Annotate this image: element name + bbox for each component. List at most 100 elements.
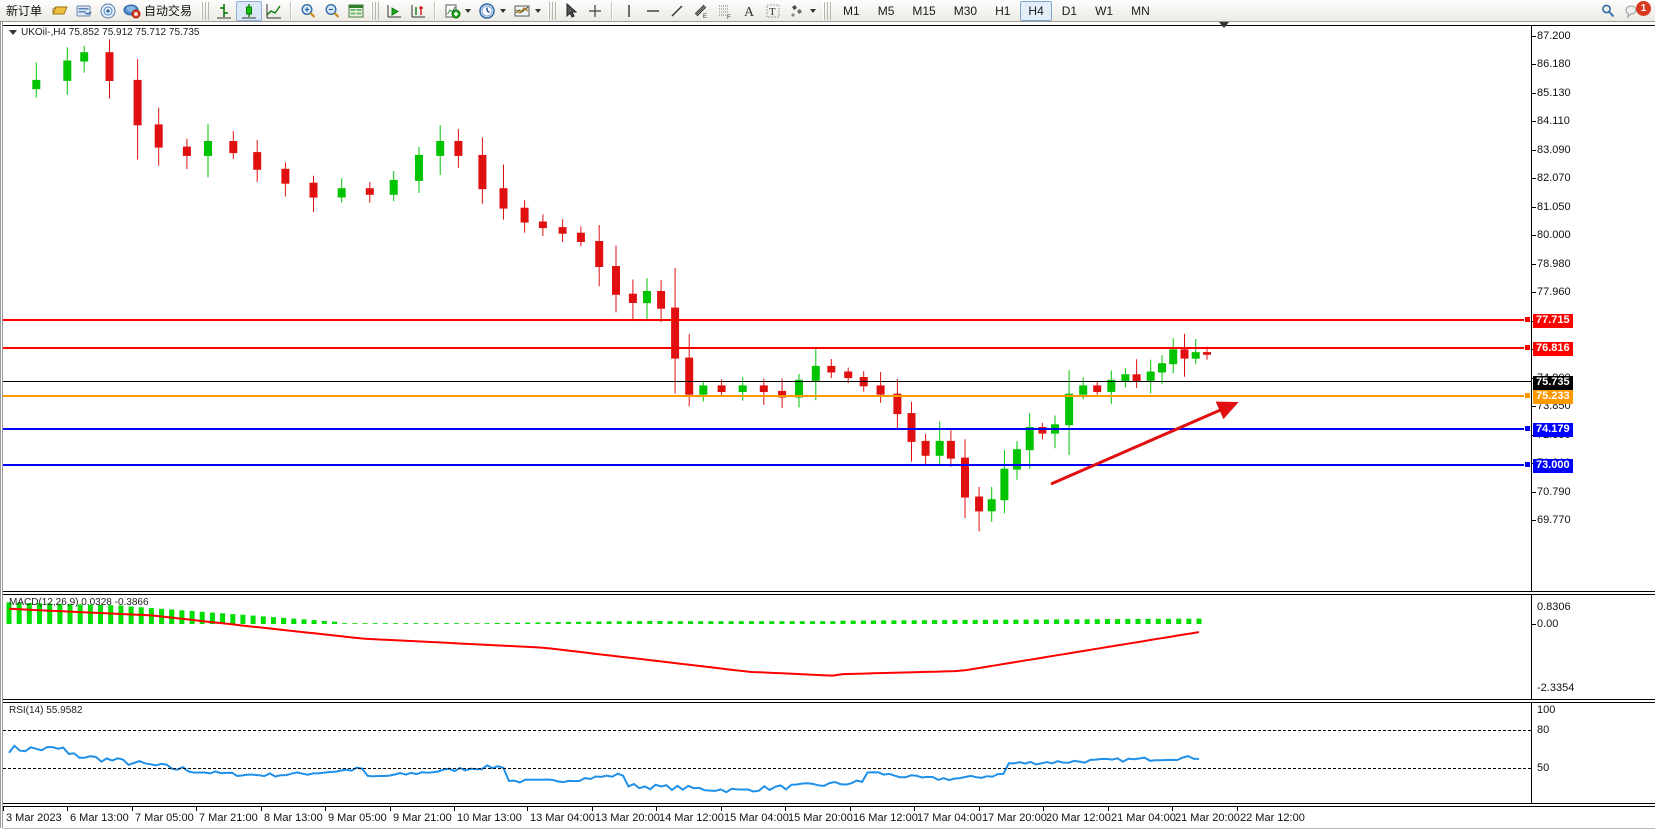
toolbar-grip-2[interactable] [371, 1, 380, 20]
level-tag-resistance-1[interactable]: 76.816 [1533, 342, 1573, 356]
cursor-icon[interactable] [559, 1, 583, 21]
period-dropdown-caret[interactable] [500, 8, 507, 13]
macd-pane[interactable]: MACD(12,26,9) 0.0328 -0.3866 0.8306 0.00… [3, 594, 1655, 700]
level-handle-support-1[interactable] [1524, 425, 1531, 432]
timeframe-mn[interactable]: MN [1131, 3, 1150, 18]
macd-series [6, 602, 1202, 677]
level-line-support-1[interactable] [3, 428, 1531, 430]
level-line-resistance-1[interactable] [3, 347, 1531, 349]
svg-text:F: F [727, 15, 731, 20]
level-handle-resistance-1[interactable] [1524, 344, 1531, 351]
price-tick: 83.090 [1537, 144, 1571, 156]
auto-scroll-icon[interactable] [382, 1, 406, 21]
price-plot[interactable] [3, 26, 1531, 591]
candlestick-icon[interactable] [236, 0, 263, 21]
time-tick: 21 Mar 04:00 [1111, 812, 1176, 824]
period-icon[interactable] [475, 1, 499, 21]
time-tick: 22 Mar 12:00 [1240, 812, 1305, 824]
timeframe-m30[interactable]: M30 [953, 3, 978, 18]
price-tick: 84.110 [1537, 115, 1570, 127]
rsi-plot[interactable] [3, 703, 1531, 803]
price-tick: 86.180 [1537, 58, 1571, 70]
timeframe-m5[interactable]: M5 [877, 3, 895, 18]
macd-axis-line [1531, 595, 1532, 699]
level-line-support-2[interactable] [3, 464, 1531, 466]
add-indicator-icon[interactable] [440, 1, 464, 21]
search-icon[interactable] [1596, 1, 1620, 21]
level-handle-entry[interactable] [1524, 392, 1531, 399]
price-tick: 82.070 [1537, 172, 1571, 184]
text-icon[interactable]: A [737, 1, 761, 21]
alerts-icon[interactable]: 1 [1620, 0, 1651, 21]
navigator-icon[interactable] [96, 1, 120, 21]
timeframe-m15[interactable]: M15 [912, 3, 936, 18]
templates-icon[interactable] [510, 1, 534, 21]
equidistant-channel-icon[interactable]: E [689, 1, 713, 21]
timeframe-d1[interactable]: D1 [1061, 3, 1078, 18]
toolbar-grip-4[interactable] [823, 1, 832, 20]
time-tick: 6 Mar 13:00 [70, 812, 129, 824]
chart-area[interactable]: UKOil-,H4 75.852 75.912 75.712 75.735 87… [0, 22, 1655, 829]
rsi-pane[interactable]: RSI(14) 55.9582 100 80 50 [3, 702, 1655, 804]
trendline-icon[interactable] [665, 1, 689, 21]
macd-label: MACD(12,26,9) 0.0328 -0.3866 [9, 597, 149, 608]
svg-text:E: E [703, 14, 707, 20]
timeframe-h4[interactable]: H4 [1020, 0, 1052, 21]
macd-tick: -2.3354 [1537, 682, 1575, 694]
level-line-resistance-2[interactable] [3, 319, 1531, 321]
uptrend-arrow-annotation[interactable] [3, 26, 1531, 591]
chart-shift-icon[interactable] [406, 1, 430, 21]
crosshair-icon[interactable] [583, 1, 607, 21]
rsi-series [8, 744, 1200, 794]
text-label-icon[interactable]: T [761, 1, 785, 21]
templates-dropdown-caret[interactable] [535, 8, 542, 13]
fibonacci-icon[interactable]: F [713, 1, 737, 21]
level-tag-entry[interactable]: 75.233 [1533, 390, 1573, 404]
autotrade-button[interactable]: 自动交易 [120, 1, 198, 21]
rsi-tick: 100 [1537, 704, 1556, 716]
macd-tick: 0.00 [1537, 618, 1559, 630]
price-tick: 77.960 [1537, 286, 1571, 298]
data-window-icon[interactable] [344, 1, 368, 21]
time-tick: 3 Mar 2023 [6, 812, 62, 824]
chevron-down-icon[interactable] [9, 29, 17, 35]
macd-plot[interactable] [3, 595, 1531, 699]
line-chart-icon[interactable] [262, 1, 286, 21]
pane-collapse-triangle[interactable] [1219, 22, 1229, 28]
toolbar-grip[interactable] [201, 1, 210, 20]
folder-icon[interactable] [48, 1, 72, 21]
level-handle-support-2[interactable] [1524, 461, 1531, 468]
zoom-in-icon[interactable] [296, 1, 320, 21]
level-handle-resistance-2[interactable] [1524, 316, 1531, 323]
rsi-tick: 50 [1537, 762, 1550, 774]
level-tag-support-2[interactable]: 73.000 [1533, 459, 1573, 473]
time-tick: 7 Mar 21:00 [199, 812, 258, 824]
level-tag-resistance-2[interactable]: 77.715 [1533, 314, 1573, 328]
timeframe-w1[interactable]: W1 [1095, 3, 1114, 18]
add-indicator-dropdown-caret[interactable] [465, 8, 472, 13]
timeframe-h1[interactable]: H1 [995, 3, 1011, 18]
rsi-axis-line [1531, 703, 1532, 803]
time-tick: 9 Mar 21:00 [393, 812, 452, 824]
level-line-entry[interactable] [3, 395, 1531, 397]
hline-icon[interactable] [641, 1, 665, 21]
zoom-out-icon[interactable] [320, 1, 344, 21]
objects-dropdown-caret[interactable] [810, 8, 817, 13]
rsi-midline [3, 768, 1531, 769]
price-pane[interactable]: UKOil-,H4 75.852 75.912 75.712 75.735 87… [3, 25, 1655, 592]
time-tick: 15 Mar 20:00 [788, 812, 853, 824]
time-axis[interactable]: 3 Mar 2023 6 Mar 13:00 7 Mar 05:00 7 Mar… [3, 806, 1655, 828]
alerts-count-badge: 1 [1636, 0, 1651, 16]
time-tick: 17 Mar 20:00 [982, 812, 1047, 824]
new-order-button[interactable]: 新订单 [0, 1, 48, 21]
toolbar-grip-3[interactable] [548, 1, 557, 20]
objects-icon[interactable] [785, 1, 809, 21]
timeframe-m1[interactable]: M1 [843, 3, 860, 18]
level-tag-support-1[interactable]: 74.179 [1533, 423, 1573, 437]
candlestick-series [32, 39, 1211, 532]
price-axis-line [1531, 26, 1532, 591]
vline-icon[interactable] [617, 1, 641, 21]
bar-chart-icon[interactable] [212, 1, 236, 21]
terminal-icon[interactable] [72, 1, 96, 21]
